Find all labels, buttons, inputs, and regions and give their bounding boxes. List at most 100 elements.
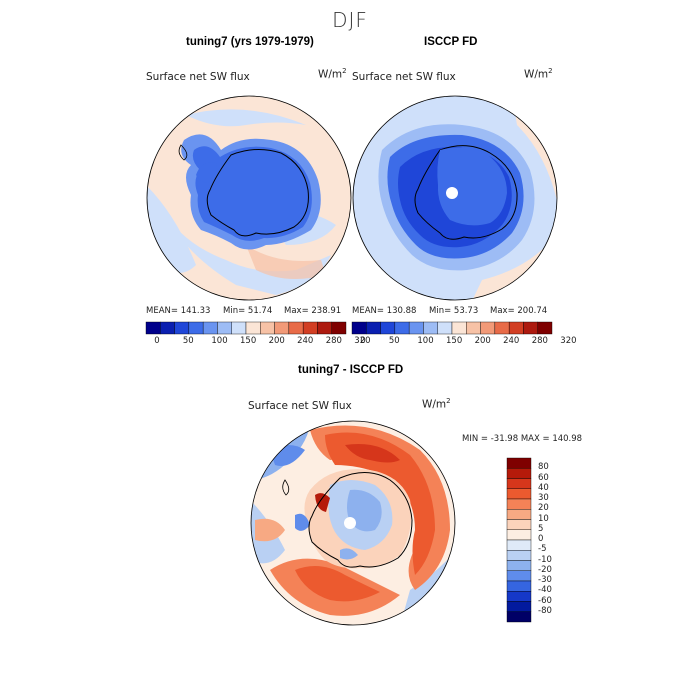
obs-colorbar-swatch <box>508 321 524 335</box>
model-colorbar-swatch <box>274 321 290 335</box>
diff-colorbar-swatch <box>506 580 532 592</box>
model-colorbar-tick-label: 150 <box>240 336 257 346</box>
obs-colorbar-swatch <box>408 321 424 335</box>
diff-colorbar-swatch <box>506 457 532 469</box>
diff-colorbar-swatch <box>506 519 532 530</box>
model-colorbar-swatch <box>188 321 204 335</box>
diff-colorbar-swatch <box>506 550 532 561</box>
model-colorbar-swatch <box>217 321 232 335</box>
obs-colorbar-swatch <box>451 321 467 335</box>
diff-colorbar-swatch <box>506 468 532 479</box>
diff-colorbar-swatch <box>506 498 532 510</box>
obs-units-label: W/m2 <box>524 67 553 81</box>
diff-colorbar-swatch <box>506 478 532 489</box>
model-colorbar-tick-label: 240 <box>297 336 314 346</box>
diff-colorbar-tick-label: 30 <box>538 493 549 503</box>
diff-colorbar-swatch <box>506 560 532 571</box>
obs-colorbar-tick-label: 0 <box>360 336 366 346</box>
obs-max-stat: Max= 200.74 <box>490 306 548 316</box>
diff-colorbar-tick-label: 80 <box>538 462 549 473</box>
model-colorbar <box>145 321 347 335</box>
diff-units-label: W/m2 <box>422 397 451 411</box>
obs-colorbar-tick-label: 320 <box>560 336 577 346</box>
obs-colorbar-labels: 0 50 100 150 200 240 280 320 <box>352 336 576 348</box>
obs-colorbar-swatch <box>494 321 510 335</box>
model-colorbar-tick-label: 280 <box>325 336 342 346</box>
model-colorbar-swatch <box>331 321 347 335</box>
model-colorbar-swatch <box>145 321 161 335</box>
model-colorbar-labels: 0 50 100 150 200 240 280 320 <box>146 336 370 348</box>
model-colorbar-tick-label: 100 <box>211 336 228 346</box>
diff-variable-label: Surface net SW flux <box>248 400 352 412</box>
diff-colorbar-labels: 80 60 40 30 20 10 5 0 -5 -10 -20 -30 -40 -60 -80 <box>536 458 576 622</box>
diff-colorbar <box>506 457 532 623</box>
obs-colorbar-tick-label: 200 <box>474 336 491 346</box>
diff-colorbar-swatch <box>506 570 532 582</box>
model-units-label: W/m2 <box>318 67 347 81</box>
diff-colorbar-tick-label: 0 <box>538 534 544 544</box>
obs-colorbar-tick-label: 240 <box>503 336 520 346</box>
obs-colorbar-tick-label: 280 <box>531 336 548 346</box>
obs-colorbar-swatch <box>480 321 496 335</box>
obs-mean-stat: MEAN= 130.88 <box>352 306 417 316</box>
diff-colorbar-tick-label: 40 <box>538 482 549 493</box>
diff-colorbar-tick-label: -20 <box>538 564 552 575</box>
model-colorbar-tick-label: 320 <box>354 336 371 346</box>
model-polar-map <box>146 95 352 301</box>
model-colorbar-tick-label: 200 <box>268 336 285 346</box>
diff-colorbar-tick-label: 5 <box>538 523 544 534</box>
obs-variable-label: Surface net SW flux <box>352 71 456 83</box>
obs-colorbar-swatch <box>351 321 367 335</box>
model-colorbar-tick-label: 50 <box>182 336 194 346</box>
model-mean-stat: MEAN= 141.33 <box>146 306 211 316</box>
diff-colorbar-swatch <box>506 611 532 623</box>
diff-colorbar-tick-label: -60 <box>538 595 552 606</box>
season-title: DJF <box>332 8 368 32</box>
diff-panel-title: tuning7 - ISCCP FD <box>298 364 404 376</box>
diff-colorbar-swatch <box>506 529 532 541</box>
obs-colorbar-swatch <box>394 321 410 335</box>
diff-minmax-stat: MIN = -31.98 MAX = 140.98 <box>462 434 583 444</box>
obs-colorbar-tick-label: 50 <box>388 336 400 346</box>
diff-colorbar-swatch <box>506 601 532 612</box>
obs-min-stat: Min= 53.73 <box>429 306 479 316</box>
model-colorbar-swatch <box>160 321 175 335</box>
diff-colorbar-swatch <box>506 488 532 500</box>
diff-colorbar-tick-label: -10 <box>538 554 552 565</box>
model-variable-label: Surface net SW flux <box>146 71 250 83</box>
obs-colorbar-tick-label: 150 <box>446 336 463 346</box>
model-colorbar-swatch <box>302 321 318 335</box>
diff-colorbar-tick-label: 10 <box>538 513 549 524</box>
diff-colorbar-tick-label: -40 <box>538 585 552 596</box>
diff-polar-map <box>250 420 456 626</box>
obs-polar-map <box>352 95 558 301</box>
diff-colorbar-swatch <box>506 591 532 602</box>
obs-colorbar-swatch <box>466 321 481 335</box>
diff-colorbar-swatch <box>506 509 532 520</box>
model-max-stat: Max= 238.91 <box>284 306 342 316</box>
diff-colorbar-tick-label: -5 <box>538 544 547 555</box>
diff-colorbar-tick-label: 20 <box>538 503 549 514</box>
model-colorbar-swatch <box>317 321 332 335</box>
obs-colorbar-swatch <box>380 321 396 335</box>
model-colorbar-swatch <box>260 321 275 335</box>
model-colorbar-swatch <box>231 321 247 335</box>
diff-colorbar-tick-label: 60 <box>538 472 549 483</box>
obs-colorbar <box>351 321 553 335</box>
model-colorbar-swatch <box>174 321 190 335</box>
model-colorbar-swatch <box>288 321 304 335</box>
obs-colorbar-swatch <box>523 321 538 335</box>
obs-colorbar-swatch <box>437 321 453 335</box>
obs-panel-title: ISCCP FD <box>424 36 478 48</box>
model-colorbar-swatch <box>245 321 261 335</box>
obs-colorbar-swatch <box>537 321 553 335</box>
diff-colorbar-tick-label: -80 <box>538 605 552 616</box>
obs-colorbar-tick-label: 100 <box>417 336 434 346</box>
obs-colorbar-swatch <box>423 321 438 335</box>
model-colorbar-swatch <box>202 321 218 335</box>
diff-colorbar-swatch <box>506 539 532 551</box>
diff-colorbar-tick-label: -30 <box>538 575 552 585</box>
model-colorbar-tick-label: 0 <box>154 336 160 346</box>
obs-colorbar-swatch <box>366 321 381 335</box>
model-panel-title: tuning7 (yrs 1979-1979) <box>186 36 314 48</box>
